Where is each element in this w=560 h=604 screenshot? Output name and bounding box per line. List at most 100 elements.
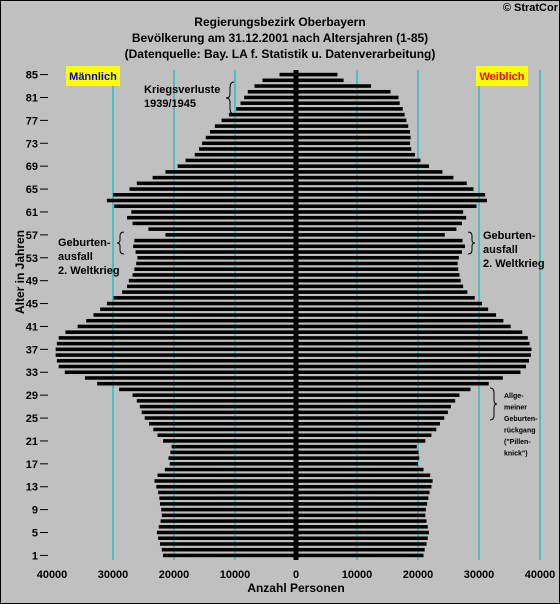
bar-female	[296, 267, 459, 271]
bar-male	[148, 421, 296, 426]
bar-male	[159, 496, 296, 500]
bar-female	[296, 198, 487, 203]
geburtenausfall-left-note: ausfall	[58, 251, 93, 263]
y-tick-label: 77	[26, 115, 38, 127]
bar-male	[106, 301, 297, 306]
bar-female	[296, 456, 420, 460]
bar-male	[132, 221, 296, 226]
bar-female	[296, 318, 504, 323]
bar-female	[296, 439, 426, 443]
bar-female	[296, 525, 428, 529]
y-tick-label: 57	[26, 230, 38, 242]
chart-source: (Datenquelle: Bay. LA f. Statistik u. Da…	[124, 47, 436, 61]
geburtenausfall-right-note: Geburten-	[483, 230, 536, 242]
bar-male	[84, 376, 296, 380]
bar-female	[296, 421, 440, 426]
bar-male	[86, 318, 296, 323]
bar-female	[296, 215, 467, 220]
bar-male	[129, 187, 296, 191]
female-badge	[476, 66, 528, 86]
bar-female	[296, 307, 489, 312]
bar-female	[296, 107, 403, 111]
bar-male	[158, 490, 296, 495]
bar-female	[296, 370, 521, 375]
bar-male	[153, 427, 296, 432]
pillenknick-note: Geburten-	[504, 416, 538, 423]
bar-male	[156, 484, 296, 489]
pillenknick-note: knick")	[504, 451, 528, 458]
bar-male	[55, 347, 296, 352]
bar-female	[296, 290, 468, 294]
bar-female	[296, 273, 460, 277]
y-tick-label: 45	[26, 299, 38, 311]
y-tick-label: 53	[26, 253, 38, 265]
bar-female	[296, 255, 459, 260]
bar-male	[114, 204, 296, 209]
y-tick-label: 73	[26, 138, 38, 150]
bar-male	[106, 198, 297, 203]
bar-female	[296, 536, 428, 541]
bar-male	[131, 210, 296, 214]
bar-male	[209, 130, 296, 134]
geburtenausfall-left-note: 2. Weltkrieg	[58, 265, 120, 277]
y-tick-label: 5	[32, 528, 38, 540]
bar-female	[296, 479, 433, 483]
bar-male	[134, 267, 296, 271]
bar-male	[161, 513, 296, 518]
bar-male	[177, 164, 296, 168]
bar-male	[165, 170, 296, 174]
bar-female	[296, 433, 432, 437]
bar-female	[296, 467, 424, 472]
y-tick-label: 33	[26, 367, 38, 379]
bar-male	[55, 353, 296, 357]
bar-male	[165, 233, 296, 237]
bar-male	[163, 553, 296, 558]
x-tick-label: 30000	[98, 569, 129, 581]
female-label: Weiblich	[479, 71, 524, 83]
bar-male	[169, 462, 296, 466]
bar-female	[296, 353, 531, 357]
bar-female	[296, 416, 445, 420]
y-tick-label: 81	[26, 92, 38, 104]
bar-female	[296, 359, 530, 363]
y-tick-label: 29	[26, 390, 38, 402]
bar-male	[136, 181, 296, 186]
bar-female	[296, 507, 426, 512]
bar-female	[296, 513, 426, 518]
bar-male	[262, 78, 296, 83]
bar-male	[161, 507, 296, 512]
kriegsverluste-note: 1939/1945	[144, 98, 196, 110]
bar-male	[119, 387, 296, 392]
bar-male	[199, 147, 296, 151]
bar-male	[156, 530, 296, 535]
bar-male	[136, 399, 296, 403]
x-tick-label: 40000	[525, 569, 556, 581]
bar-male	[158, 536, 296, 541]
bar-female	[296, 164, 429, 168]
bar-male	[58, 364, 297, 369]
bar-female	[296, 547, 425, 552]
pillenknick-note: meiner	[504, 405, 527, 412]
bar-female	[296, 410, 448, 415]
male-badge	[66, 66, 120, 86]
y-tick-label: 1	[32, 550, 38, 562]
y-tick-label: 25	[26, 413, 38, 425]
bar-male	[58, 336, 297, 340]
bar-female	[296, 84, 372, 88]
bar-male	[77, 324, 297, 329]
bar-male	[141, 410, 296, 415]
bar-female	[296, 118, 407, 123]
bar-female	[296, 364, 526, 369]
bar-male	[152, 175, 296, 180]
bar-female	[296, 296, 475, 300]
bar-male	[132, 273, 296, 277]
bar-female	[296, 376, 503, 380]
bar-male	[93, 313, 296, 317]
bar-female	[296, 530, 429, 535]
bar-female	[296, 404, 451, 409]
y-tick-label: 61	[26, 207, 38, 219]
bar-male	[202, 141, 296, 146]
bar-female	[296, 175, 454, 180]
pillenknick-note: rückgang	[504, 428, 536, 435]
x-tick-label: 20000	[403, 569, 434, 581]
